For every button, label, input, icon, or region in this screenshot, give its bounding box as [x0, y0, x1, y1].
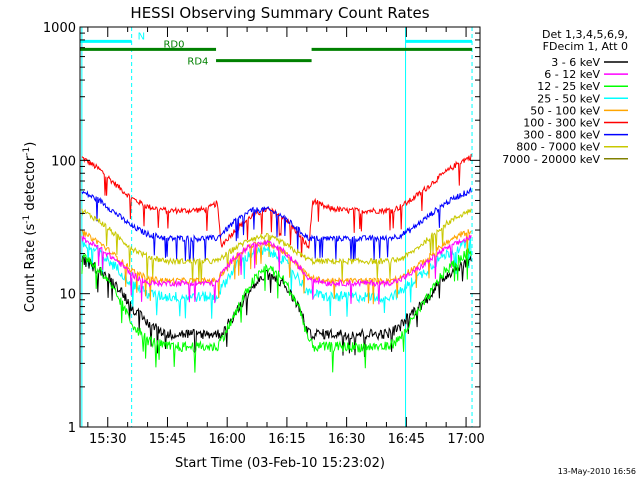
legend-label-6: 300 - 800 keV [523, 129, 600, 142]
legend-header-line-1: Det 1,3,4,5,6,9, [542, 28, 628, 41]
y-axis-ticks: 1 10 100 1000 [43, 21, 480, 436]
legend-label-1: 6 - 12 keV [544, 68, 600, 81]
legend-label-4: 50 - 100 keV [530, 104, 600, 117]
x-axis-ticks: 15:30 15:45 16:00 16:15 16:30 16:45 17:00 [87, 27, 485, 447]
chart-title: HESSI Observing Summary Count Rates [130, 4, 429, 22]
x-tick-label-3: 16:15 [268, 432, 305, 447]
y-axis-label-end: ) [23, 142, 38, 147]
series-line-6 [81, 186, 472, 262]
series-line-0 [81, 255, 472, 358]
series-line-7 [81, 208, 472, 285]
series-line-3 [81, 236, 472, 319]
series-line-2 [81, 248, 472, 373]
footer-timestamp: 13-May-2010 16:56 [558, 467, 636, 476]
series-lines [81, 153, 472, 373]
x-axis-label: Start Time (03-Feb-10 15:23:02) [175, 456, 385, 471]
x-tick-label-0: 15:30 [89, 432, 126, 447]
y-axis-label-main: Count Rate (s [23, 224, 38, 313]
y-axis-label-mid: detector [23, 155, 38, 215]
plot-frame [79, 26, 481, 428]
night-markers [81, 27, 473, 427]
bar-label-0: N [138, 31, 145, 42]
legend-label-7: 800 - 7000 keV [516, 141, 600, 154]
x-tick-label-2: 16:00 [208, 432, 245, 447]
legend-label-0: 3 - 6 keV [551, 56, 600, 69]
x-tick-label-1: 15:45 [149, 432, 186, 447]
bar-label-2: RD4 [187, 57, 208, 68]
y-tick-label-1: 10 [59, 288, 76, 303]
x-tick-label-5: 16:45 [388, 432, 425, 447]
y-axis-label: Count Rate (s-1 detector-1) [22, 142, 38, 313]
y-axis-label-sup1: -1 [22, 215, 32, 224]
legend-label-3: 25 - 50 keV [537, 92, 600, 105]
x-tick-label-6: 17:00 [447, 432, 484, 447]
legend: Det 1,3,4,5,6,9, FDecim 1, Att 0 3 - 6 k… [502, 28, 628, 166]
legend-label-5: 100 - 300 keV [523, 117, 600, 130]
y-tick-label-2: 100 [51, 154, 76, 169]
y-tick-label-0: 1 [68, 421, 76, 436]
bar-label-1: RD0 [163, 39, 184, 50]
legend-label-8: 7000 - 20000 keV [502, 153, 600, 166]
series-line-1 [81, 234, 472, 305]
y-axis-label-sup2: -1 [22, 147, 32, 156]
legend-label-2: 12 - 25 keV [537, 80, 600, 93]
y-tick-label-3: 1000 [43, 21, 76, 36]
x-tick-label-4: 16:30 [328, 432, 365, 447]
legend-header-line-2: FDecim 1, Att 0 [543, 40, 628, 53]
